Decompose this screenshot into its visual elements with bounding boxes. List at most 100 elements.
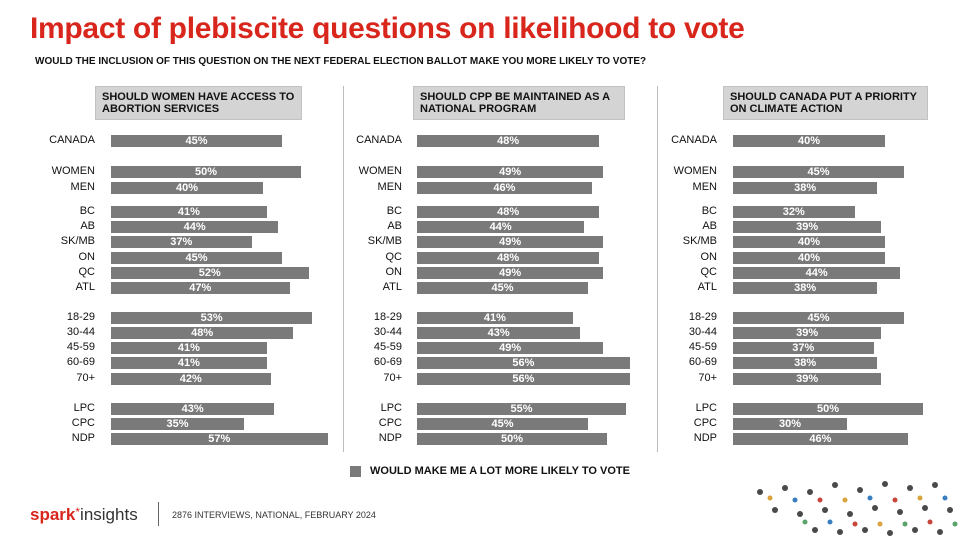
chart-panel-cpp: SHOULD CPP BE MAINTAINED AS A NATIONAL P… xyxy=(345,80,645,460)
data-label: 37% xyxy=(170,236,193,248)
category-label: CPC xyxy=(71,417,95,429)
page-title: Impact of plebiscite questions on likeli… xyxy=(30,12,745,45)
chart-panel-abortion: SHOULD WOMEN HAVE ACCESS TO ABORTION SER… xyxy=(30,80,330,460)
question-box: SHOULD WOMEN HAVE ACCESS TO ABORTION SER… xyxy=(95,86,302,120)
category-label: ON xyxy=(385,266,403,278)
category-label: 18-29 xyxy=(688,311,717,323)
bar xyxy=(733,267,901,279)
category-label: 30-44 xyxy=(688,326,717,338)
bar xyxy=(417,342,604,354)
data-label: 57% xyxy=(208,433,231,445)
data-label: 42% xyxy=(179,373,202,385)
crowd-illustration xyxy=(757,481,958,536)
data-label: 50% xyxy=(816,403,840,415)
data-label: 41% xyxy=(483,312,506,324)
data-label: 32% xyxy=(782,206,805,218)
bar xyxy=(111,221,279,233)
bar xyxy=(417,282,588,294)
data-label: 38% xyxy=(794,282,817,294)
category-label: 60-69 xyxy=(373,356,402,368)
legend-swatch xyxy=(350,466,361,477)
bar xyxy=(417,373,630,385)
bar xyxy=(111,206,267,218)
question-box: SHOULD CANADA PUT A PRIORITY ON CLIMATE … xyxy=(723,86,928,120)
bar xyxy=(417,418,588,430)
category-label: 70+ xyxy=(76,372,95,384)
data-label: 47% xyxy=(189,282,212,294)
footer-divider xyxy=(158,502,159,526)
bar xyxy=(111,282,290,294)
category-label: LPC xyxy=(695,402,717,414)
category-label: SK/MB xyxy=(60,235,95,247)
bar xyxy=(417,221,585,233)
bar xyxy=(733,403,923,415)
data-label: 43% xyxy=(181,403,204,415)
logo-star-icon: * xyxy=(75,505,81,519)
category-label: AB xyxy=(702,220,717,232)
bar xyxy=(733,373,882,385)
category-label: NDP xyxy=(378,432,402,444)
bar xyxy=(733,327,882,339)
footnote: 2876 INTERVIEWS, NATIONAL, FEBRUARY 2024 xyxy=(172,510,376,520)
category-label: MEN xyxy=(70,181,95,193)
data-label: 56% xyxy=(512,373,535,385)
data-label: 44% xyxy=(805,267,828,279)
category-label: CANADA xyxy=(356,134,402,146)
bar xyxy=(417,312,573,324)
data-label: 39% xyxy=(796,221,819,233)
category-label: WOMEN xyxy=(51,165,95,177)
data-label: 41% xyxy=(177,206,200,218)
bar xyxy=(733,252,885,264)
category-label: QC xyxy=(385,251,403,263)
category-label: SK/MB xyxy=(682,235,717,247)
bar xyxy=(111,135,282,147)
bar xyxy=(733,221,882,233)
category-label: LPC xyxy=(73,402,95,414)
data-label: 35% xyxy=(166,418,189,430)
data-label: 48% xyxy=(497,206,520,218)
data-label: 45% xyxy=(807,166,830,178)
data-label: 40% xyxy=(797,135,821,147)
category-label: ATL xyxy=(697,281,717,293)
category-label: ON xyxy=(700,251,718,263)
data-label: 41% xyxy=(177,357,200,369)
bar xyxy=(417,206,600,218)
data-label: 50% xyxy=(194,166,218,178)
category-label: WOMEN xyxy=(358,165,402,177)
logo-text-spark: spark xyxy=(30,505,76,524)
category-label: SK/MB xyxy=(367,235,402,247)
data-label: 56% xyxy=(512,357,535,369)
brand-logo: spark*insights xyxy=(30,505,138,525)
category-label: 60-69 xyxy=(66,356,95,368)
category-label: BC xyxy=(386,205,402,217)
category-label: AB xyxy=(80,220,95,232)
category-label: 45-59 xyxy=(66,341,95,353)
bar xyxy=(111,236,252,248)
bar xyxy=(111,403,275,415)
category-label: 45-59 xyxy=(688,341,717,353)
category-label: WOMEN xyxy=(673,165,717,177)
bar xyxy=(111,312,313,324)
bar xyxy=(417,327,581,339)
category-label: ON xyxy=(78,251,96,263)
bar xyxy=(733,236,885,248)
data-label: 49% xyxy=(499,267,522,279)
data-label: 44% xyxy=(183,221,206,233)
bar xyxy=(417,357,630,369)
data-label: 49% xyxy=(499,236,522,248)
category-label: CANADA xyxy=(49,134,95,146)
category-label: 70+ xyxy=(698,372,717,384)
category-label: NDP xyxy=(71,432,95,444)
data-label: 41% xyxy=(177,342,200,354)
category-label: 30-44 xyxy=(66,326,95,338)
data-label: 30% xyxy=(778,418,802,430)
bar xyxy=(111,252,282,264)
category-label: 18-29 xyxy=(66,311,95,323)
data-label: 49% xyxy=(499,342,522,354)
data-label: 52% xyxy=(198,267,221,279)
data-label: 55% xyxy=(510,403,533,415)
category-label: QC xyxy=(700,266,718,278)
category-label: QC xyxy=(78,266,96,278)
category-label: 45-59 xyxy=(373,341,402,353)
data-label: 45% xyxy=(491,418,514,430)
